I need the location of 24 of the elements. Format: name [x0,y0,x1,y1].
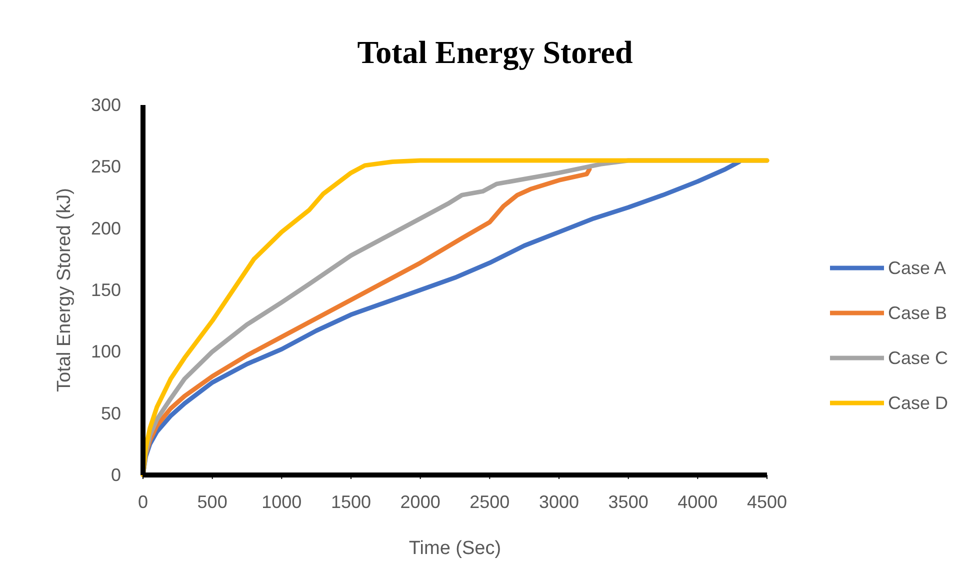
x-tick-label: 3000 [538,492,580,512]
x-tick-label: 2500 [470,492,510,512]
legend-label: Case D [888,393,948,413]
x-tick-label: 0 [138,492,148,512]
y-tick-label: 150 [90,280,121,300]
x-tick-label: 1000 [262,492,302,512]
y-tick-label: 250 [90,156,121,177]
chart-title: Total Energy Stored [357,34,633,71]
y-axis-title: Total Energy Stored (kJ) [54,188,75,392]
x-tick-label: 2000 [400,492,440,512]
x-tick-label: 500 [197,492,228,512]
y-tick-label: 200 [90,218,121,238]
legend-label: Case B [888,303,948,323]
x-tick-label: 3500 [608,492,648,512]
y-tick-label: 300 [90,95,121,115]
x-axis-title: Time (Sec) [408,538,502,559]
y-tick-label: 0 [110,465,121,485]
x-tick-label: 4500 [746,492,788,512]
legend-label: Case A [888,258,946,278]
legend-label: Case C [888,348,948,368]
x-tick-label: 4000 [678,492,718,512]
x-tick-label: 1500 [330,492,372,512]
y-tick-label: 100 [90,342,121,362]
y-tick-label: 50 [100,403,121,424]
